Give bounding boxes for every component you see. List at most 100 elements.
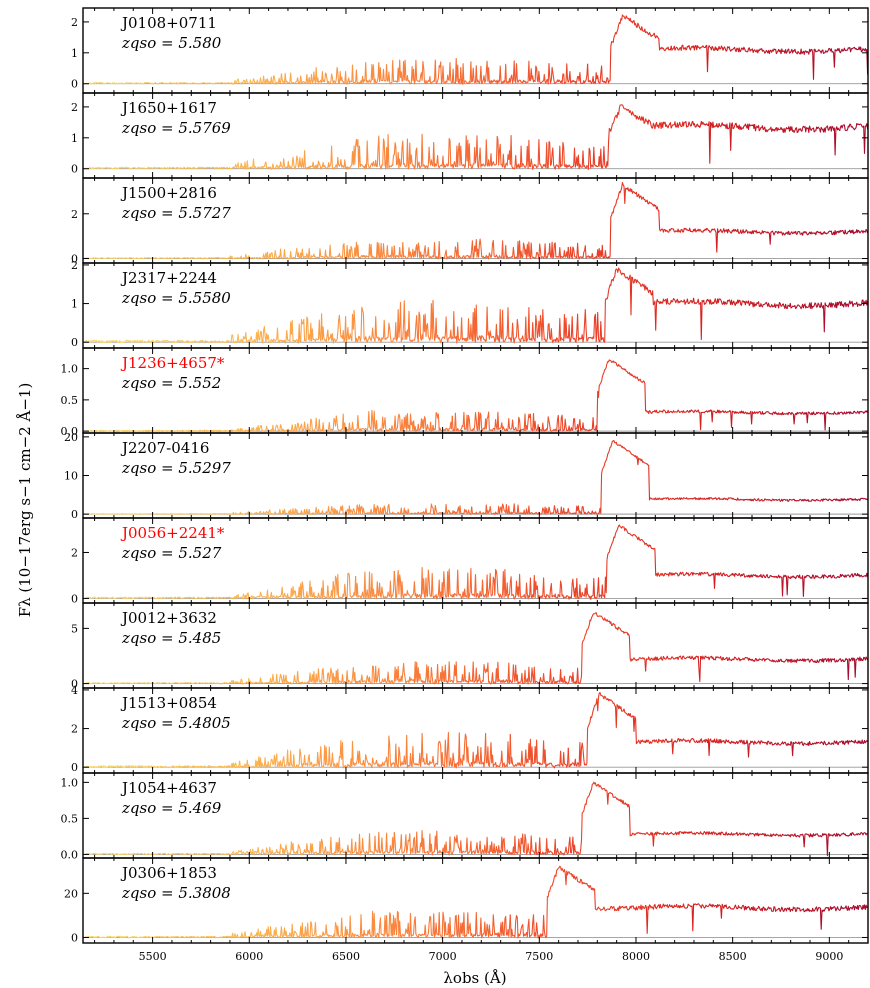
spectrum-segment [200,682,221,685]
spectrum-segment [857,832,868,836]
spectrum-segment [606,790,627,806]
spectrum-segment [181,596,202,600]
spectrum-segment [393,832,415,855]
spectrum-segment [355,910,376,939]
spectrum-segment [374,665,395,685]
spectrum-segment [413,133,434,170]
spectrum-segment [548,505,569,515]
spectrum-segment [761,411,782,416]
spectrum-segment [104,852,125,856]
spectrum-segment [162,682,182,685]
spectrum-segment [587,781,608,798]
spectrum-segment [819,229,840,236]
spectrum-segment [84,852,105,856]
panel-j0108-0711: 0 1 2 J0108+0711 zqso = 5.580 [71,7,869,94]
y-tick-label: 0 [71,508,78,521]
spectrum-segment [394,59,415,85]
x-axis-label: λobs (Å) [443,969,506,987]
spectrum-segment [800,574,820,597]
spectrum-segment [297,506,318,515]
spectrum-segment [703,903,724,919]
spectrum-segment [413,830,434,856]
spectrum-segment [181,852,202,856]
spectrum-segment [664,738,685,755]
spectrum-segment [683,903,705,932]
spectrum-segment [84,257,105,260]
spectrum-segment [509,503,531,515]
spectrum-segment [413,300,434,343]
panel-j0056-2241-: 0 2 J0056+2241* zqso = 5.527 [71,517,869,605]
spectrum-segment [471,912,492,939]
spectrum-segment [393,241,415,260]
spectrum-segment [181,765,202,768]
spectrum-segment [838,123,859,132]
spectrum-segment [374,735,395,768]
spectrum-segment [393,911,415,939]
spectrum-segment [317,244,337,260]
spectrum-segment [664,830,685,836]
quasar-name: J1236+4657* [120,354,225,372]
spectrum-segment [258,75,279,85]
spectrum-segment [335,572,357,600]
spectrum-segment [181,935,202,939]
spectrum-segment [451,661,473,684]
spectrum-segment [123,682,143,685]
spectrum-segment [857,656,869,662]
spectrum-segment [297,580,318,600]
spectrum-segment [683,44,705,51]
x-tick-label: 6500 [332,950,360,963]
spectrum-segment [548,865,569,892]
spectrum-segment [606,182,627,259]
spectrum-segment [258,161,279,170]
spectrum-segment [490,836,511,856]
spectrum-segment [239,928,260,939]
spectrum-segment [645,285,666,331]
redshift-label: zqso = 5.469 [121,799,222,817]
spectrum-segment [432,661,453,685]
spectrum-segment [432,731,453,768]
spectrum-segment [645,738,666,744]
quasar-name: J2317+2244 [120,269,217,287]
spectrum-segment [490,239,511,260]
spectrum-segment [451,834,473,855]
panel-frame [82,857,869,944]
panel-j0012-3632: 0 5 J0012+3632 zqso = 5.485 [71,602,869,691]
y-tick-label: 2 [71,101,78,114]
spectrum-segment [799,48,821,80]
spectrum-segment [413,242,434,259]
spectrum-segment [335,915,356,939]
spectrum-segment [162,935,182,939]
spectrum-segment [626,370,647,412]
spectrum-segment [278,422,299,432]
spectrum-segment [548,314,569,344]
redshift-label: zqso = 5.527 [121,544,222,562]
spectrum-segment [799,906,820,913]
y-axis-label: Fλ (10−17erg s−1 cm−2 Å−1) [16,383,34,618]
spectrum-segment [471,661,492,685]
spectrum-segment [819,411,840,431]
spectrum-segment [374,59,395,85]
spectrum-segment [741,498,763,502]
spectrum-segment [548,580,569,599]
spectrum-segment [123,596,144,600]
y-tick-label: 1 [71,132,78,145]
spectrum-segment [819,125,840,156]
x-tick-label: 9000 [815,950,843,963]
spectrum-segment [587,884,608,912]
spectrum-segment [471,732,492,768]
spectrum-segment [297,316,318,344]
spectrum-segment [355,241,376,259]
spectrum-segment [451,411,472,432]
spectrum-segment [529,309,550,343]
spectrum-segment [258,846,279,855]
y-tick-label: 0.5 [61,812,79,825]
spectrum-segment [490,63,511,85]
spectrum-segment [142,339,163,344]
spectrum-segment [761,301,782,309]
spectrum-segment [857,228,869,234]
spectrum-segment [103,765,125,768]
spectrum-segment [471,238,492,260]
spectrum-segment [509,833,531,856]
spectrum-segment [683,831,705,836]
spectrum-segment [316,575,337,599]
